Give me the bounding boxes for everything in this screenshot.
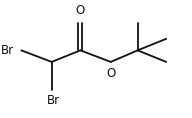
Text: Br: Br — [1, 44, 14, 57]
Text: O: O — [76, 4, 85, 17]
Text: Br: Br — [47, 94, 60, 107]
Text: O: O — [106, 67, 115, 80]
